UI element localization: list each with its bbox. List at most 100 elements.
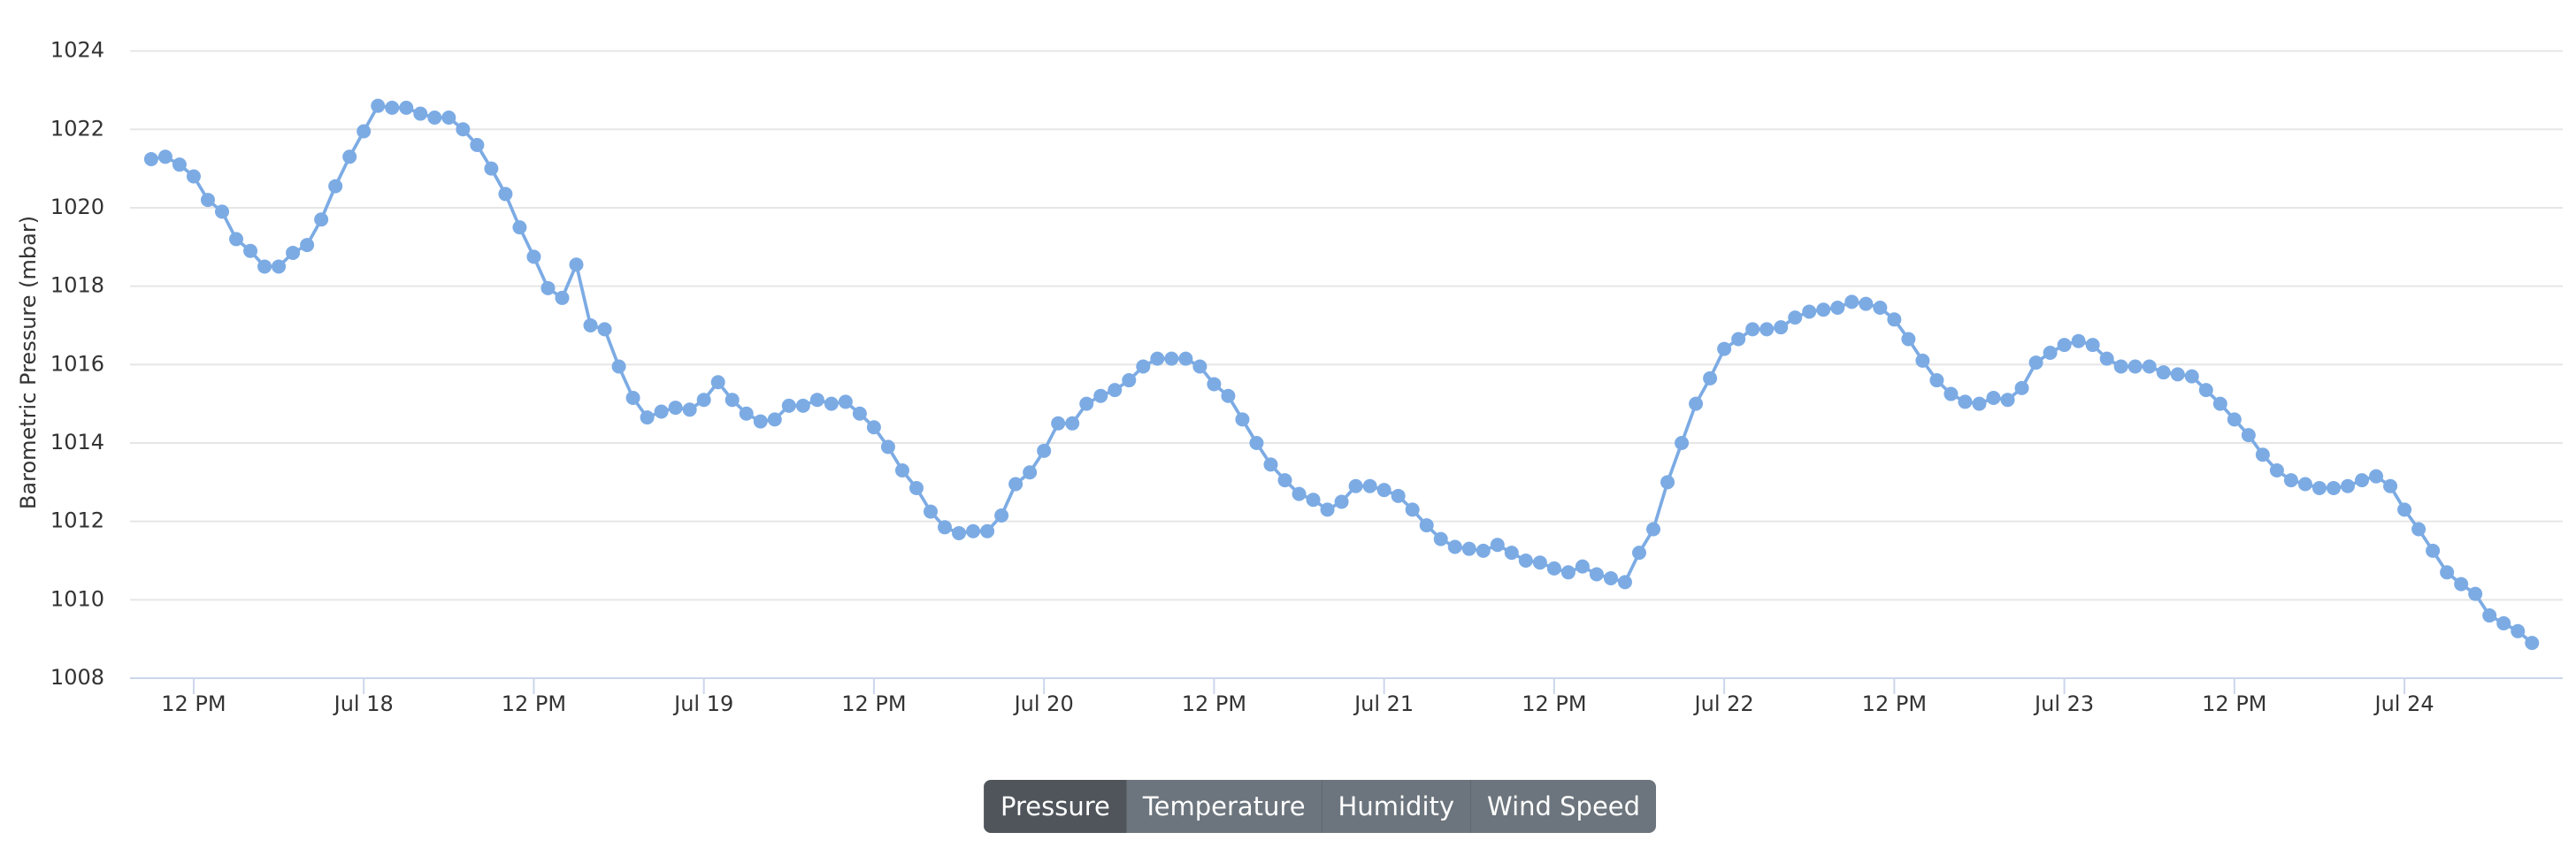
tab-button[interactable]: Pressure (984, 780, 1126, 833)
point (2000, 393, 2015, 408)
point (1745, 322, 1760, 337)
point (1859, 296, 1874, 311)
x-tick-label: 12 PM (1862, 691, 1927, 716)
point (1348, 478, 1363, 493)
x-tick-label: Jul 21 (1353, 691, 1414, 716)
point (385, 100, 400, 115)
point (257, 259, 272, 274)
point (1816, 302, 1831, 317)
point (767, 412, 782, 427)
point (2170, 367, 2185, 382)
point (682, 402, 697, 417)
point (795, 398, 810, 413)
point (1037, 443, 1052, 458)
point (1887, 312, 1902, 327)
point (880, 439, 895, 454)
point (1958, 394, 1973, 409)
point (2142, 359, 2157, 374)
point (286, 245, 301, 260)
x-tick-label: Jul 18 (333, 691, 394, 716)
point (824, 396, 839, 411)
point (1589, 567, 1604, 582)
point (894, 463, 909, 478)
point (1249, 435, 1264, 450)
point (654, 404, 669, 419)
y-tick-label: 1016 (50, 351, 104, 376)
point (2241, 428, 2256, 443)
point (1277, 473, 1292, 488)
point (1731, 332, 1746, 347)
point (2411, 522, 2426, 537)
point (739, 406, 754, 421)
point (2255, 447, 2270, 462)
point (540, 280, 556, 295)
point (1150, 351, 1165, 366)
y-tick-label: 1014 (50, 430, 104, 454)
point (1546, 561, 1561, 576)
x-tick-label: 12 PM (161, 691, 226, 716)
point (2397, 502, 2412, 517)
point (1873, 301, 1888, 316)
point (1122, 373, 1137, 388)
point (1221, 388, 1236, 403)
point (924, 504, 938, 519)
point (1675, 435, 1690, 450)
point (2326, 480, 2341, 495)
point (1376, 483, 1392, 498)
tab-button[interactable]: Wind Speed (1470, 780, 1657, 833)
point (157, 149, 172, 164)
point (2312, 480, 2327, 495)
point (272, 259, 287, 274)
point (229, 232, 244, 247)
point (1405, 502, 1420, 517)
point (1518, 553, 1533, 568)
point (1108, 383, 1123, 398)
x-tick-label: 12 PM (2202, 691, 2266, 716)
point (328, 179, 343, 194)
x-tick-label: 12 PM (1522, 691, 1586, 716)
point (696, 393, 711, 408)
point (980, 523, 995, 538)
point (1830, 301, 1845, 316)
point (1065, 416, 1080, 431)
point (994, 508, 1009, 523)
point (186, 169, 201, 184)
point (1433, 531, 1448, 546)
point (1164, 351, 1179, 366)
point (413, 106, 428, 121)
point (2383, 478, 2398, 493)
point (611, 359, 626, 374)
point (470, 138, 485, 153)
point (1575, 559, 1590, 574)
tab-button[interactable]: Temperature (1125, 780, 1322, 833)
point (908, 480, 924, 495)
point (1560, 565, 1576, 580)
point (2184, 369, 2199, 384)
point (2454, 577, 2469, 592)
tab-button[interactable]: Humidity (1321, 780, 1471, 833)
point (1689, 396, 1704, 411)
point (1320, 502, 1335, 517)
point (753, 414, 768, 429)
y-tick-label: 1012 (50, 508, 104, 533)
point (2212, 396, 2227, 411)
point (427, 110, 442, 125)
point (2440, 565, 2455, 580)
point (640, 410, 655, 425)
point (172, 157, 187, 172)
point (456, 122, 471, 137)
x-tick-label: Jul 24 (2373, 691, 2434, 716)
point (2198, 383, 2213, 398)
point (1901, 332, 1916, 347)
point (2099, 351, 2114, 366)
point (1944, 386, 1959, 401)
point (2283, 473, 2298, 488)
point (1660, 475, 1675, 490)
point (2341, 478, 2355, 493)
point (597, 322, 612, 337)
point (2113, 359, 2128, 374)
point (1802, 304, 1817, 319)
x-tick-label: 12 PM (1182, 691, 1246, 716)
point (2071, 333, 2086, 348)
point (2014, 380, 2029, 395)
